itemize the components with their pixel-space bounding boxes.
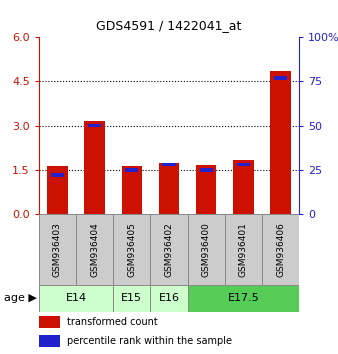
Bar: [188, 285, 299, 312]
Text: E17.5: E17.5: [227, 293, 259, 303]
Text: percentile rank within the sample: percentile rank within the sample: [68, 336, 233, 346]
Text: GSM936404: GSM936404: [90, 222, 99, 277]
Bar: [188, 214, 225, 285]
Bar: [199, 168, 213, 172]
Bar: [262, 214, 299, 285]
Text: GDS4591 / 1422041_at: GDS4591 / 1422041_at: [96, 19, 242, 32]
Bar: [159, 162, 179, 214]
Bar: [122, 166, 142, 214]
Bar: [39, 316, 60, 328]
Bar: [113, 285, 150, 312]
Bar: [270, 70, 291, 214]
Text: GSM936406: GSM936406: [276, 222, 285, 277]
Text: GSM936403: GSM936403: [53, 222, 62, 277]
Text: GSM936405: GSM936405: [127, 222, 136, 277]
Bar: [125, 168, 139, 172]
Text: E14: E14: [66, 293, 87, 303]
Bar: [51, 173, 64, 177]
Bar: [84, 121, 105, 214]
Text: GSM936400: GSM936400: [202, 222, 211, 277]
Text: GSM936402: GSM936402: [165, 222, 173, 277]
Text: GSM936401: GSM936401: [239, 222, 248, 277]
Text: E16: E16: [159, 293, 179, 303]
Text: E15: E15: [121, 293, 142, 303]
Bar: [88, 124, 101, 127]
Bar: [113, 214, 150, 285]
Bar: [76, 214, 113, 285]
Text: age ▶: age ▶: [4, 293, 37, 303]
Text: transformed count: transformed count: [68, 317, 158, 327]
Bar: [150, 214, 188, 285]
Bar: [274, 76, 287, 80]
Bar: [162, 163, 176, 166]
Bar: [47, 166, 68, 214]
Bar: [196, 166, 216, 214]
Bar: [225, 214, 262, 285]
Bar: [39, 214, 76, 285]
Bar: [39, 335, 60, 347]
Bar: [233, 160, 254, 214]
Bar: [39, 285, 113, 312]
Bar: [150, 285, 188, 312]
Bar: [237, 163, 250, 166]
